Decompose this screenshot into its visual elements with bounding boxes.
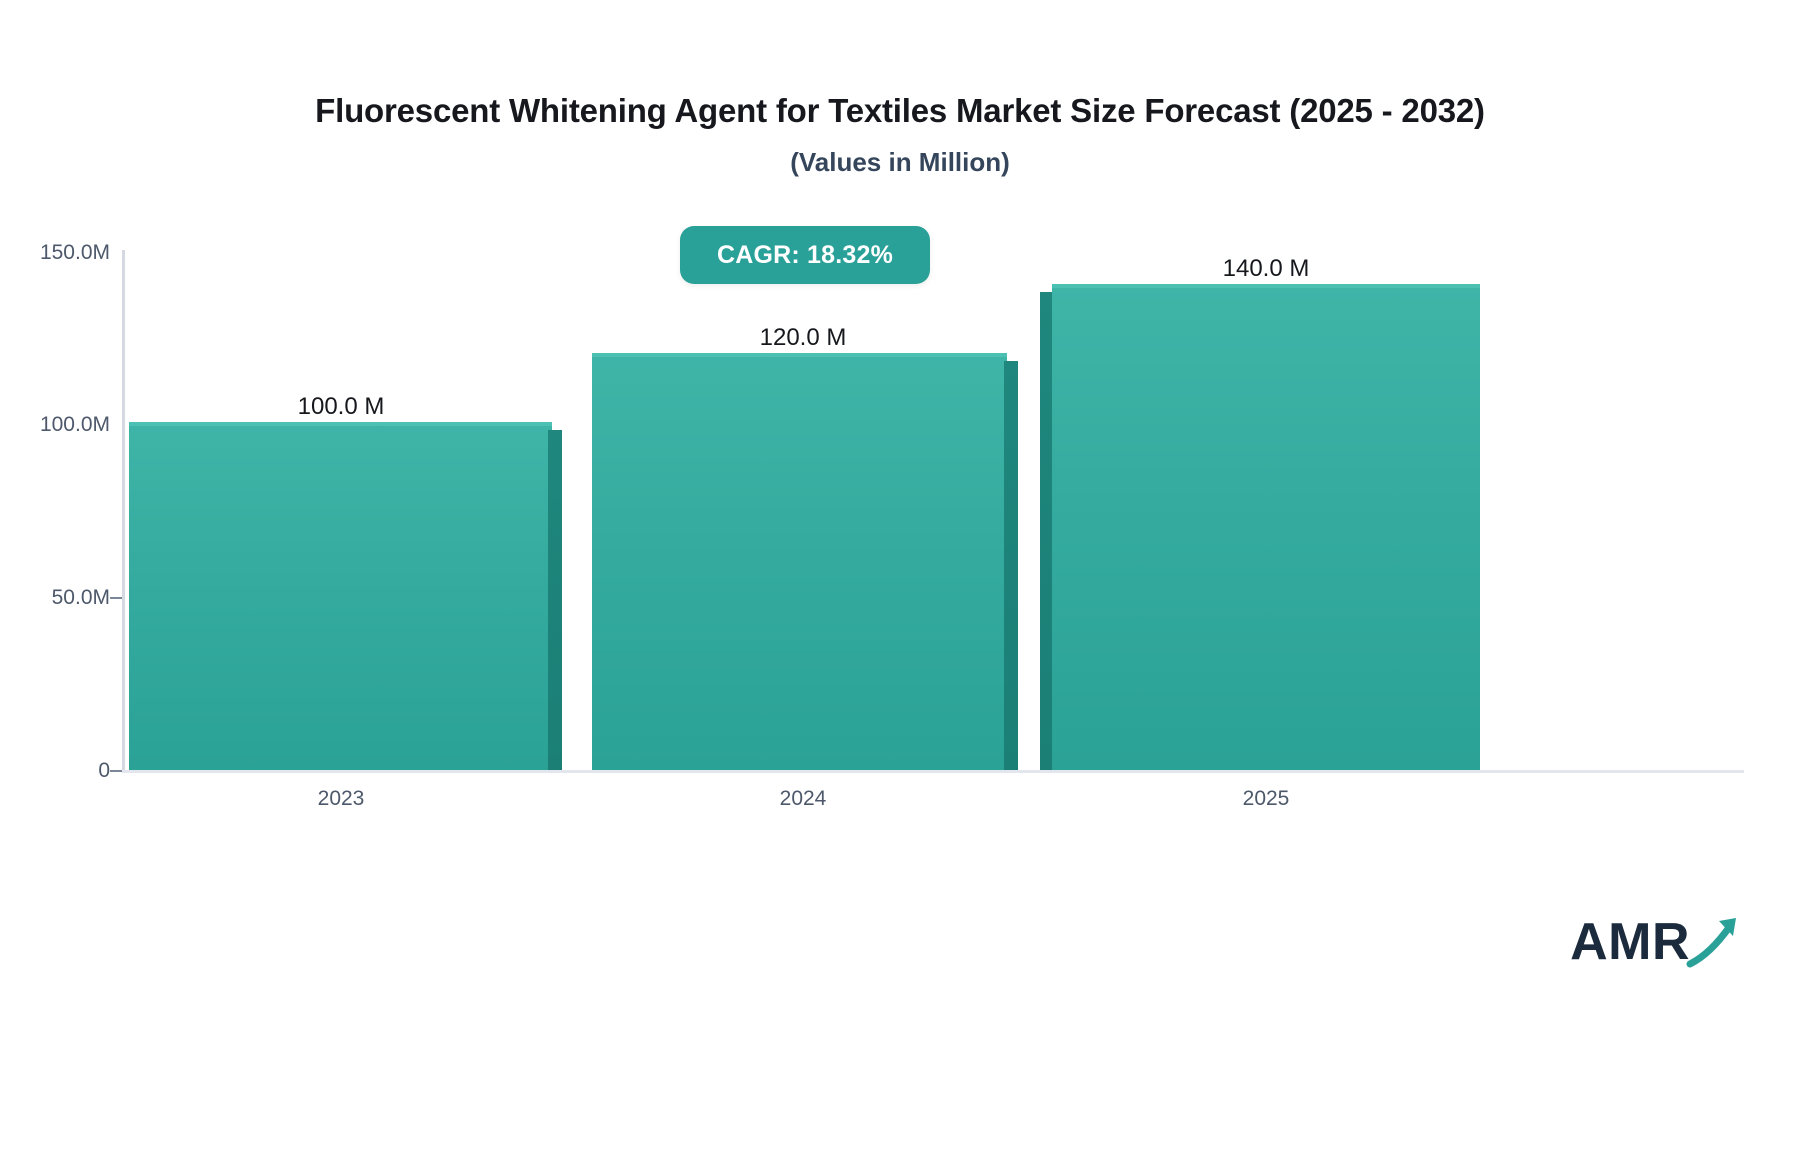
bar-rect-2025 [1052,284,1480,770]
bar-top-edge-2024 [592,353,1007,357]
chart-subtitle: (Values in Million) [790,146,1010,177]
y-tick-label-50: 50.0M [51,586,110,609]
y-tick-mark-0 [110,770,122,772]
bar-rect-2024 [592,353,1007,770]
y-tick-label-100: 100.0M [39,413,110,436]
bar-side-shadow-2024 [1004,361,1018,770]
x-tick-label-2025: 2025 [1242,787,1290,810]
bar-value-label-2025: 140.0 M [1222,255,1310,282]
chart-title: Fluorescent Whitening Agent for Textiles… [315,92,1485,129]
x-tick-label-2023: 2023 [317,787,365,810]
x-tick-label-2024: 2024 [779,787,827,810]
y-tick-label-0: 0 [98,759,110,782]
x-axis-line [122,770,1744,773]
bar-rect-2023 [129,422,552,770]
growth-arrow-icon [1686,912,1746,968]
bar-value-label-2024: 120.0 M [759,324,847,351]
bar-side-shadow-2023 [548,430,562,770]
cagr-badge: CAGR: 18.32% [680,226,930,284]
amr-logo-text: AMR [1570,913,1690,971]
chart-header: Fluorescent Whitening Agent for Textiles… [0,0,1800,178]
bar-top-edge-2025 [1052,284,1480,288]
y-axis-line [122,250,125,772]
bar-top-edge-2023 [129,422,552,426]
bar-value-label-2023: 100.0 M [297,393,385,420]
y-tick-label-150: 150.0M [39,241,110,264]
cagr-badge-label: CAGR: 18.32% [716,240,894,269]
y-tick-mark-50 [110,597,122,599]
amr-logo: AMR [1570,912,1746,968]
bar-side-shadow-2025 [1040,292,1054,770]
